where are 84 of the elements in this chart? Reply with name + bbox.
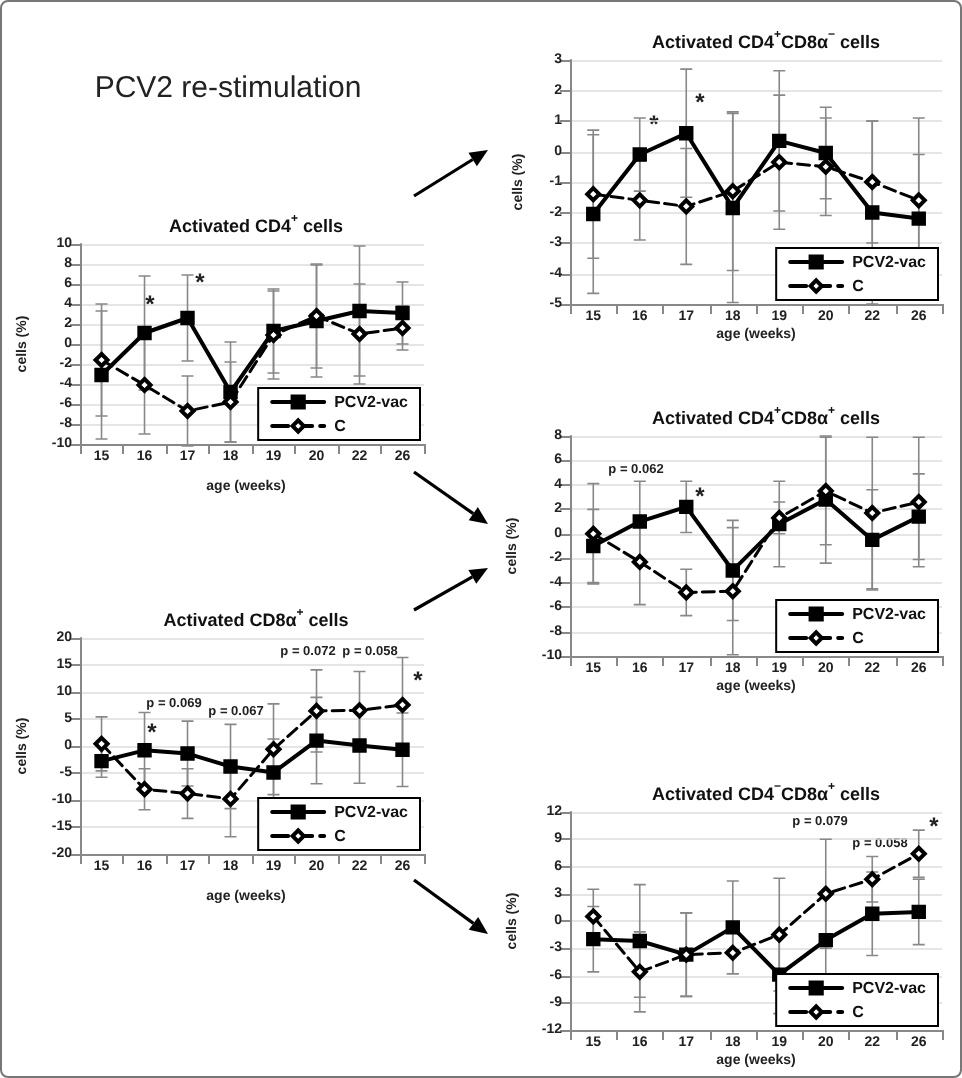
point: [266, 765, 281, 780]
point: [308, 702, 325, 719]
point: [136, 377, 153, 393]
point: [911, 904, 926, 920]
point: [631, 963, 648, 980]
legend-label: PCV2-vac: [852, 979, 928, 997]
point: [309, 733, 324, 748]
point: [724, 183, 741, 200]
point: [94, 367, 109, 383]
point: [223, 759, 238, 774]
point: [679, 499, 694, 515]
legend-label: C: [334, 417, 347, 435]
legend-label: C: [852, 277, 865, 295]
point: [179, 403, 196, 419]
point: [724, 583, 741, 600]
annotation: *: [649, 110, 660, 138]
point: [817, 885, 834, 902]
point: [631, 192, 648, 209]
point: [180, 310, 195, 326]
point: [724, 944, 741, 961]
point: [179, 785, 196, 802]
legend-label: PCV2-vac: [334, 803, 410, 821]
point: [678, 584, 695, 601]
point: [632, 147, 647, 162]
point: [137, 325, 152, 341]
point: [394, 696, 411, 713]
annotation: *: [695, 482, 706, 510]
point: [771, 926, 788, 943]
point: [395, 742, 410, 757]
point: [818, 932, 833, 948]
point: [585, 186, 602, 203]
point: [93, 735, 110, 752]
annotation: *: [145, 290, 156, 318]
point: [586, 538, 601, 554]
point: [678, 198, 695, 215]
annotation: *: [695, 88, 706, 116]
point: [631, 553, 648, 570]
legend-label: C: [852, 1003, 865, 1021]
point: [910, 845, 927, 862]
point: [817, 158, 834, 175]
text: PCV2 re-stimulation: [94, 71, 362, 105]
point: [180, 746, 195, 761]
legend-label: PCV2-vac: [334, 393, 410, 411]
point: [725, 200, 740, 216]
point: [632, 933, 647, 949]
legend-label: C: [334, 827, 347, 845]
point: [222, 790, 239, 807]
point: [394, 320, 411, 336]
point: [725, 920, 740, 935]
point: [911, 509, 926, 524]
point: [586, 931, 601, 947]
point: [865, 532, 880, 548]
point: [351, 326, 368, 342]
point: [772, 133, 787, 149]
legend-label: C: [852, 629, 865, 647]
point: [586, 206, 601, 222]
point: [632, 514, 647, 529]
legend-label: PCV2-vac: [852, 253, 928, 271]
annotation: *: [413, 666, 424, 694]
annotation: *: [147, 718, 158, 746]
point: [910, 494, 927, 510]
point: [137, 743, 152, 758]
point: [93, 352, 110, 368]
point: [864, 174, 881, 190]
point: [865, 906, 880, 921]
point: [725, 563, 740, 578]
point: [136, 781, 153, 798]
annotation: *: [929, 812, 940, 840]
point: [864, 505, 881, 521]
point: [771, 154, 788, 171]
point: [679, 126, 694, 141]
point: [910, 192, 927, 209]
point: [865, 205, 880, 220]
point: [351, 702, 368, 719]
point: [911, 211, 926, 226]
point: [265, 741, 282, 758]
point: [352, 303, 367, 319]
point: [352, 738, 367, 753]
annotation: *: [195, 268, 206, 296]
point: [585, 908, 602, 925]
point: [864, 871, 881, 888]
point: [818, 145, 833, 161]
point: [395, 305, 410, 321]
legend-label: PCV2-vac: [852, 605, 928, 623]
